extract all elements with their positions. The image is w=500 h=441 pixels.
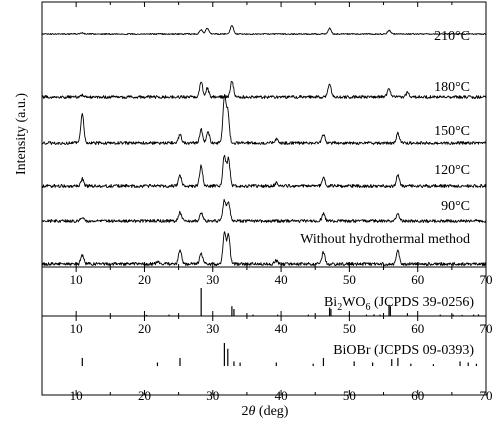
series-label-210: 210°C — [434, 29, 470, 44]
tick-label-1-70: 70 — [480, 321, 493, 336]
series-label-180: 180°C — [434, 80, 470, 95]
tick-label-1-40: 40 — [275, 321, 288, 336]
series-label-120: 120°C — [434, 163, 470, 178]
x-axis-label: 2θ (deg) — [242, 404, 289, 419]
tick-label-1-10: 10 — [70, 321, 83, 336]
tick-label-0-50: 50 — [343, 272, 356, 287]
xrd-trace-0 — [41, 25, 487, 36]
tick-label-0-20: 20 — [138, 272, 151, 287]
tick-label-2-60: 60 — [411, 388, 424, 403]
ref-label-bi2wo6: Bi2WO6 (JCPDS 39-0256) — [324, 295, 474, 313]
tick-label-1-60: 60 — [411, 321, 424, 336]
xrd-traces — [41, 25, 487, 267]
tick-label-0-60: 60 — [411, 272, 424, 287]
tick-label-1-20: 20 — [138, 321, 151, 336]
tick-label-2-50: 50 — [343, 388, 356, 403]
xrd-trace-4 — [41, 198, 487, 223]
series-label-without: Without hydrothermal method — [300, 232, 470, 247]
main-panel-frame — [41, 1, 487, 268]
axis-ticks: 10 20 30 40 50 60 70 10 20 30 40 50 60 70 10 20 30 40 50 60… — [41, 2, 493, 403]
tick-label-2-70: 70 — [480, 388, 493, 403]
tick-label-0-40: 40 — [275, 272, 288, 287]
ref-label-biobr: BiOBr (JCPDS 09-0393) — [333, 343, 474, 358]
xrd-trace-2 — [41, 93, 487, 145]
tick-label-1-30: 30 — [206, 321, 219, 336]
tick-label-2-30: 30 — [206, 388, 219, 403]
tick-label-0-10: 10 — [70, 272, 83, 287]
tick-label-0-70: 70 — [480, 272, 493, 287]
tick-label-0-30: 30 — [206, 272, 219, 287]
xrd-trace-3 — [41, 154, 487, 189]
tick-label-2-20: 20 — [138, 388, 151, 403]
series-label-150: 150°C — [434, 124, 470, 139]
reference-sticks — [81, 288, 480, 366]
tick-label-1-50: 50 — [343, 321, 356, 336]
xrd-trace-5 — [41, 231, 487, 267]
xrd-trace-1 — [41, 80, 487, 99]
y-axis-label: Intensity (a.u.) — [14, 93, 29, 175]
ref-panel-2-frame — [41, 315, 487, 396]
tick-label-2-10: 10 — [70, 388, 83, 403]
series-label-90: 90°C — [441, 199, 470, 214]
tick-label-2-40: 40 — [275, 388, 288, 403]
